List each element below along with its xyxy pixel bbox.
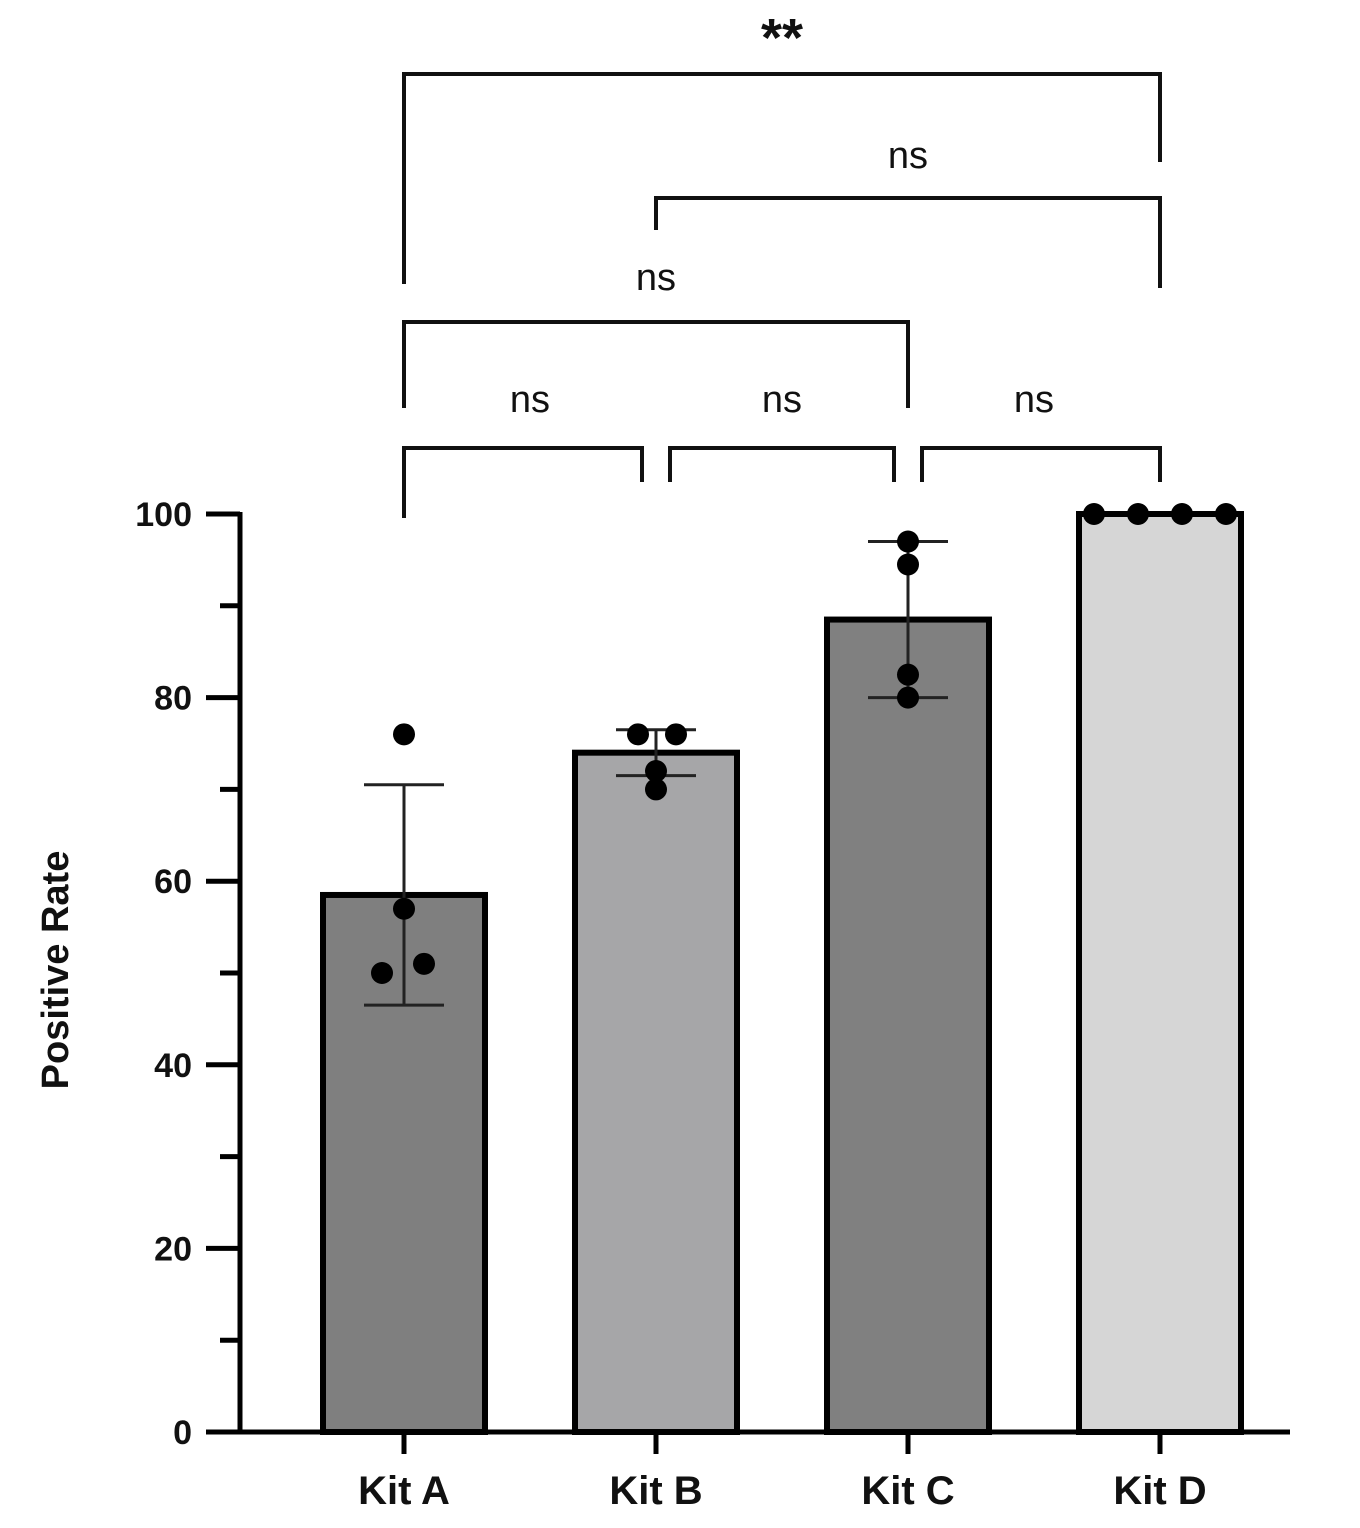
y-tick-label: 40 xyxy=(154,1047,192,1085)
x-tick-label: Kit D xyxy=(1113,1469,1206,1513)
significance-bracket xyxy=(402,446,644,518)
data-point xyxy=(1171,503,1193,525)
data-point xyxy=(897,663,919,686)
bar xyxy=(572,749,740,1435)
data-point xyxy=(1127,503,1149,525)
data-points xyxy=(371,503,1237,984)
significance-bracket xyxy=(654,196,1162,288)
x-tick-label: Kit A xyxy=(358,1469,450,1513)
data-point xyxy=(1083,503,1105,525)
significance-label: ** xyxy=(761,8,803,68)
data-point xyxy=(393,897,415,920)
significance-label: ns xyxy=(510,379,550,421)
data-point xyxy=(897,686,919,709)
significance-bracket xyxy=(668,446,896,482)
significance-bracket xyxy=(920,446,1162,482)
data-point xyxy=(645,778,667,801)
data-point xyxy=(897,530,919,553)
significance-label: ns xyxy=(1014,379,1054,421)
x-tick-label: Kit B xyxy=(609,1469,702,1513)
significance-bracket xyxy=(402,72,1162,284)
y-tick-label: 0 xyxy=(173,1414,192,1452)
significance-label: ns xyxy=(762,379,802,421)
data-point xyxy=(627,723,649,746)
significance-label: ns xyxy=(888,135,928,177)
bars xyxy=(320,511,1244,1435)
bar xyxy=(824,616,992,1435)
data-point xyxy=(1215,503,1237,525)
significance-brackets: ns ns ns ns ns ** xyxy=(402,8,1162,518)
significance-bracket xyxy=(402,320,910,408)
x-tick-label: Kit C xyxy=(861,1469,954,1513)
bar xyxy=(1076,511,1244,1435)
y-tick-label: 80 xyxy=(154,680,192,718)
y-tick-label: 60 xyxy=(154,863,192,901)
y-tick-label: 20 xyxy=(154,1230,192,1268)
data-point xyxy=(371,962,393,984)
data-point xyxy=(665,723,687,746)
significance-label: ns xyxy=(636,257,676,299)
data-point xyxy=(393,723,415,746)
y-tick-label: 100 xyxy=(135,496,192,534)
data-point xyxy=(897,553,919,576)
y-axis-label: Positive Rate xyxy=(35,851,77,1090)
data-point xyxy=(645,760,667,783)
data-point xyxy=(413,952,435,975)
